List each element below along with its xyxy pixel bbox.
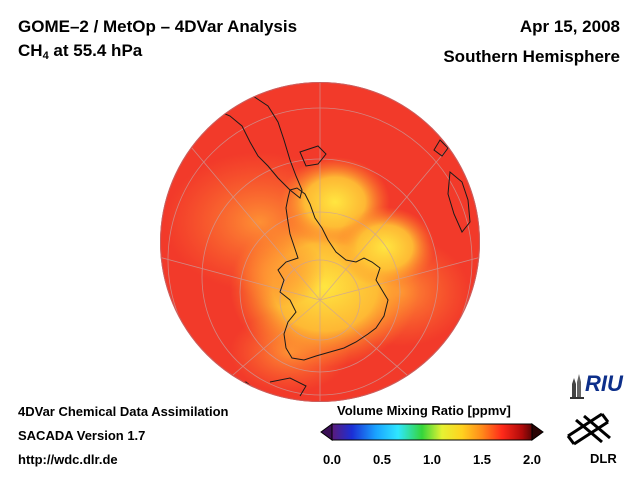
colorbar-tick: 0.5 <box>372 452 392 467</box>
pressure-level: at 55.4 hPa <box>48 41 143 60</box>
species-subscript: 4 <box>42 50 49 62</box>
dlr-logo-text: DLR <box>590 451 617 466</box>
colorbar-title: Volume Mixing Ratio [ppmv] <box>337 403 511 418</box>
footer-url: http://wdc.dlr.de <box>18 452 118 467</box>
colorbar <box>320 423 544 441</box>
globe-outline <box>160 82 480 402</box>
globe-map <box>160 82 480 402</box>
colorbar-tick: 1.0 <box>422 452 442 467</box>
riu-logo-text: RIU <box>585 371 623 396</box>
hemisphere-label: Southern Hemisphere <box>443 47 620 66</box>
colorbar-tick: 2.0 <box>522 452 542 467</box>
map-subtitle: CH4 at 55.4 hPa <box>18 41 142 62</box>
footer-line-1: 4DVar Chemical Data Assimilation <box>18 404 229 419</box>
species-main: CH <box>18 41 43 60</box>
colorbar-tick: 0.0 <box>322 452 342 467</box>
map-title: GOME–2 / MetOp – 4DVar Analysis <box>18 17 298 36</box>
dlr-logo-icon <box>566 412 611 446</box>
analysis-date: Apr 15, 2008 <box>519 17 620 36</box>
riu-logo-icon <box>570 374 584 399</box>
colorbar-tick: 1.5 <box>472 452 492 467</box>
footer-line-2: SACADA Version 1.7 <box>18 428 146 443</box>
